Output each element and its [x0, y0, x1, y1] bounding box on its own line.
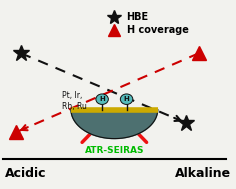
Text: Alkaline: Alkaline: [175, 167, 231, 180]
Text: Pt, Ir,
Rh, Ru: Pt, Ir, Rh, Ru: [62, 91, 87, 112]
Text: H: H: [124, 96, 130, 102]
Text: H coverage: H coverage: [126, 25, 189, 35]
Circle shape: [120, 94, 133, 105]
Text: HBE: HBE: [126, 12, 149, 22]
Circle shape: [96, 94, 108, 105]
Text: ATR-SEIRAS: ATR-SEIRAS: [84, 146, 144, 155]
Text: H: H: [99, 96, 105, 102]
Text: Acidic: Acidic: [5, 167, 46, 180]
Polygon shape: [71, 109, 158, 139]
